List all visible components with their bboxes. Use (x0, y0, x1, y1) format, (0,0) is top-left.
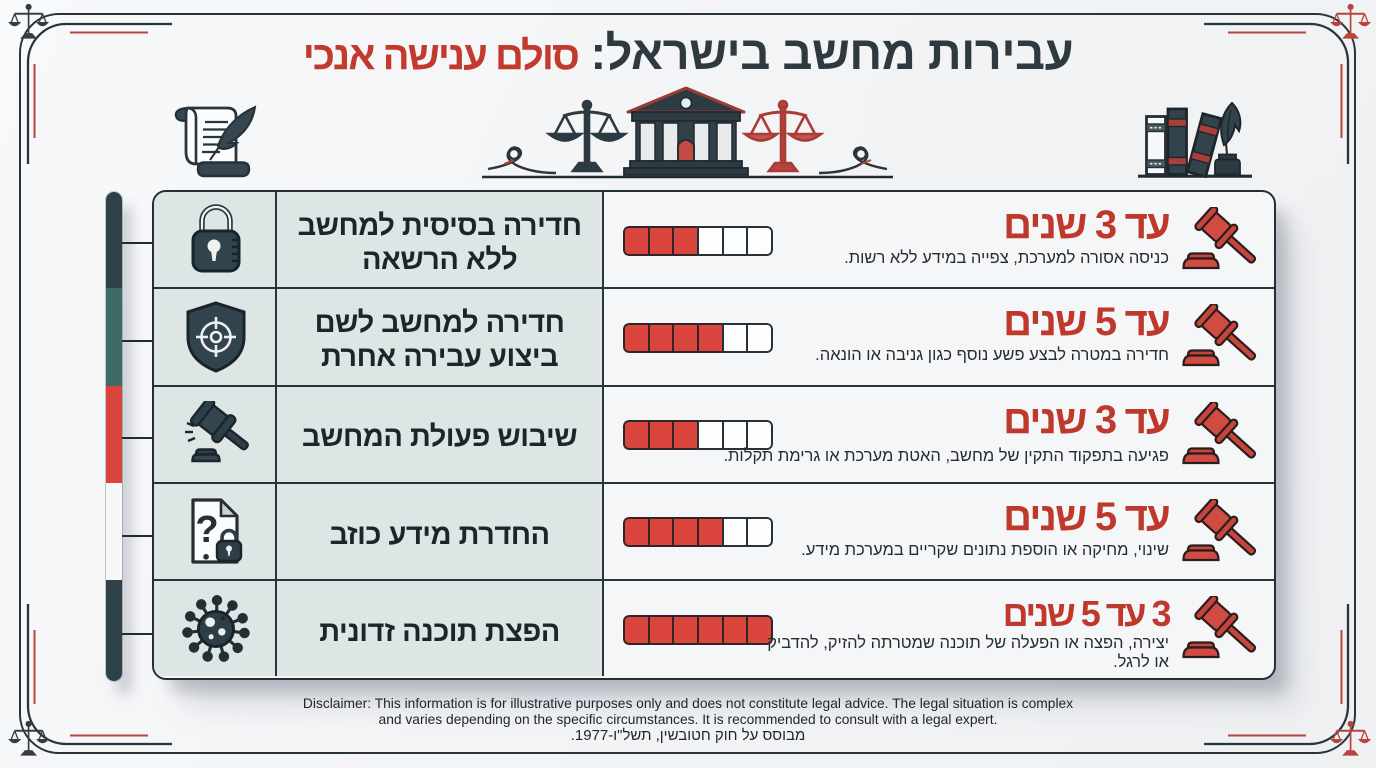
svg-text:?: ? (195, 509, 218, 551)
